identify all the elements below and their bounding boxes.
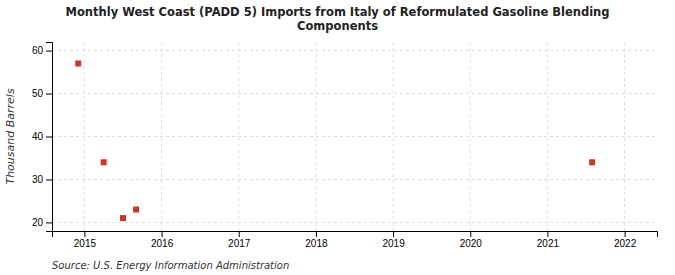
x-tick-mark [84,231,85,237]
y-grid-line [52,50,657,51]
y-tick: 50 [32,88,52,99]
y-tick: 40 [32,131,52,142]
x-tick: 2021 [537,231,560,249]
x-tick-mark [316,231,317,237]
y-tick-label: 60 [32,45,44,56]
y-grid-line [52,222,657,223]
x-tick-label: 2019 [382,238,405,249]
x-tick: 2020 [460,231,483,249]
x-tick-label: 2016 [151,238,174,249]
x-tick: 2015 [74,231,97,249]
title: Monthly West Coast (PADD 5) Imports from… [65,5,609,33]
plot-area: 2015 2016 2017 2018 2019 2020 2021 2022 20 30 40 50… [32,42,658,249]
y-tick: 20 [32,217,52,228]
y-tick-mark [46,179,52,180]
grid [52,42,657,231]
x-tick-mark [239,231,240,237]
y-tick-mark [46,137,52,138]
point [589,159,595,165]
y-grid-line [52,179,657,180]
x-tick: 2018 [305,231,328,249]
x-tick-label: 2022 [614,238,637,249]
x-tick: 2017 [228,231,251,249]
y-tick-mark [46,222,52,223]
x-tick-mark [393,231,394,237]
y-tick-mark [46,51,52,52]
x-tick: 2019 [382,231,405,249]
x-axis-line [53,232,658,238]
x-tick-mark [547,231,548,237]
x-tick-label: 2020 [460,238,483,249]
y-tick: 60 [32,45,52,56]
x-grid-line [393,42,394,231]
x-tick-label: 2021 [537,238,560,249]
x-tick: 2022 [614,231,637,249]
x-tick: 2016 [151,231,174,249]
point [133,207,139,213]
y-axis-line [46,43,53,232]
x-tick-label: 2015 [74,238,97,249]
point [75,60,81,66]
x-axis: 2015 2016 2017 2018 2019 2020 2021 2022 [53,231,658,249]
y-tick-label: 30 [32,174,44,185]
point [101,159,107,165]
source: Source: U.S. Energy Information Administ… [52,260,289,271]
y-tick-label: 20 [32,217,44,228]
y-tick-mark [46,94,52,95]
points [75,60,595,221]
y-grid-line [52,93,657,94]
y-tick: 30 [32,174,52,185]
y-axis-label: Thousand Barrels [4,88,17,184]
title-line: Components [297,19,378,33]
x-grid-line [547,42,548,231]
chart-svg: Monthly West Coast (PADD 5) Imports from… [0,0,675,275]
y-tick-label: 50 [32,88,44,99]
x-grid-line [470,42,471,231]
title-line: Monthly West Coast (PADD 5) Imports from… [65,5,609,19]
x-tick-mark [162,231,163,237]
x-tick-mark [470,231,471,237]
x-tick-label: 2018 [305,238,328,249]
point [120,215,126,221]
y-grid-line [52,136,657,137]
chart-container: Monthly West Coast (PADD 5) Imports from… [0,0,675,275]
y-axis: 20 30 40 50 60 [32,43,53,232]
x-tick-label: 2017 [228,238,251,249]
x-tick-mark [625,231,626,237]
y-tick-label: 40 [32,131,44,142]
